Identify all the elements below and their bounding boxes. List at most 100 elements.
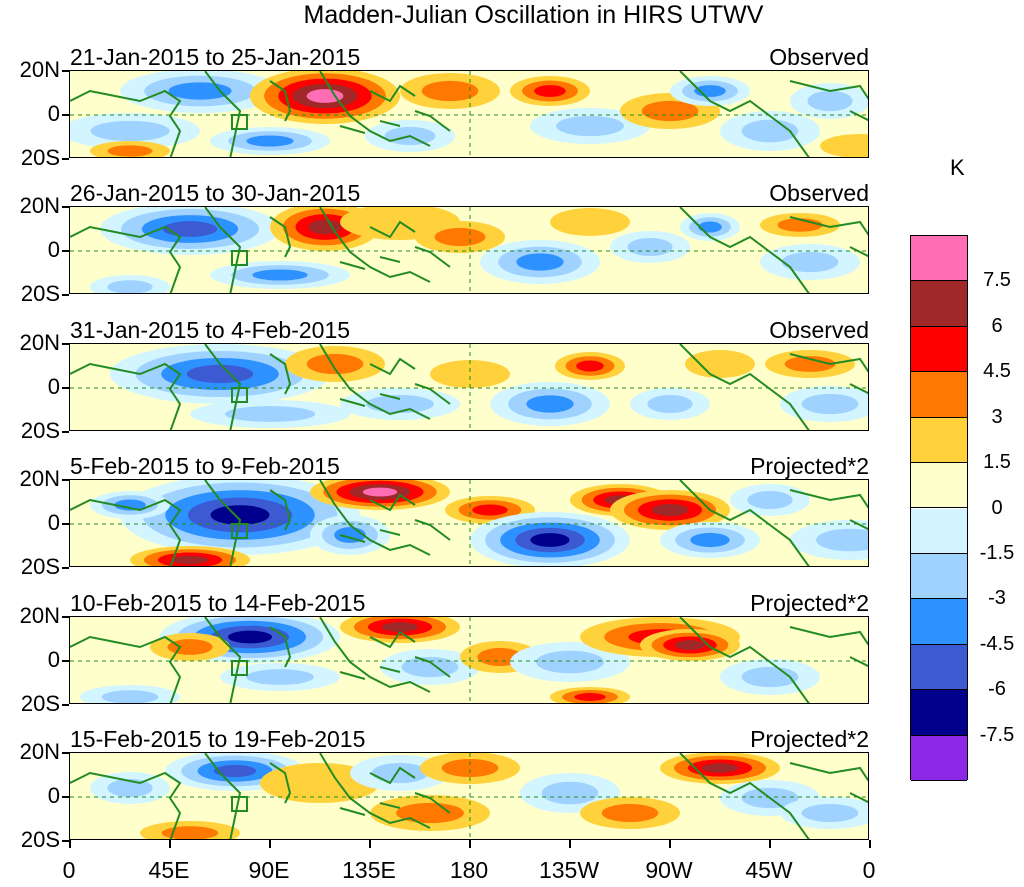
anomaly-contour xyxy=(690,532,730,548)
coastline xyxy=(319,753,431,829)
anomaly-contour xyxy=(210,505,270,525)
latitude-tick xyxy=(62,567,69,569)
anomaly-contour xyxy=(801,393,859,415)
colorbar-tick-label: 4.5 xyxy=(983,360,1011,383)
colorbar-swatch xyxy=(911,236,967,282)
coastline xyxy=(269,762,292,804)
panel-date-range: 21-Jan-2015 to 25-Jan-2015 xyxy=(70,44,361,70)
coastline xyxy=(204,207,242,293)
anomaly-contour xyxy=(162,221,218,237)
anomaly-contour xyxy=(701,763,739,773)
anomaly-contour xyxy=(362,487,398,497)
longitude-label: 135E xyxy=(342,857,396,883)
reference-box xyxy=(231,114,248,130)
coastline xyxy=(849,656,868,668)
panel-kind-label: Observed xyxy=(769,180,869,206)
colorbar-tick-label: 7.5 xyxy=(983,269,1011,292)
anomaly-contour xyxy=(430,360,510,388)
latitude-tick xyxy=(62,704,69,706)
longitude-label: 0 xyxy=(62,857,76,883)
anomaly-contour xyxy=(576,360,604,372)
latitude-tick xyxy=(62,840,69,842)
anomaly-contour xyxy=(401,656,459,678)
anomaly-contour xyxy=(213,764,257,778)
anomaly-contour xyxy=(371,762,429,784)
anomaly-contour xyxy=(747,490,793,510)
longitude-label: 45W xyxy=(745,857,793,883)
latitude-tick xyxy=(62,796,69,798)
reference-box xyxy=(231,523,248,539)
anomaly-contour xyxy=(820,134,868,157)
longitude-label: 90W xyxy=(645,857,693,883)
anomaly-contour xyxy=(647,394,693,414)
main-title: Madden-Julian Oscillation in HIRS UTWV xyxy=(303,1,764,29)
longitude-tick xyxy=(769,840,771,848)
latitude-label: 0 xyxy=(47,101,60,126)
anomaly-contour xyxy=(641,100,699,122)
anomaly-contour xyxy=(530,533,570,547)
latitude-tick xyxy=(62,114,69,116)
coastline xyxy=(70,89,182,157)
anomaly-contour xyxy=(698,221,722,233)
longitude-tick xyxy=(369,840,371,848)
latitude-tick xyxy=(62,660,69,662)
latitude-tick xyxy=(62,752,69,754)
latitude-tick xyxy=(62,206,69,208)
coastline xyxy=(204,480,242,566)
latitude-label: 20N xyxy=(19,466,60,491)
anomaly-contour xyxy=(574,693,606,701)
anomaly-contour xyxy=(421,80,479,102)
anomaly-contour xyxy=(306,89,344,103)
anomaly-contour xyxy=(781,251,839,273)
map-panel xyxy=(69,479,869,567)
panel-kind-label: Observed xyxy=(769,317,869,343)
latitude-label: 0 xyxy=(47,783,60,808)
anomaly-contour xyxy=(246,669,314,685)
anomaly-contour xyxy=(90,120,170,142)
coastline xyxy=(269,626,292,668)
coastline xyxy=(369,766,416,785)
anomaly-contour xyxy=(784,356,836,372)
anomaly-contour xyxy=(306,353,364,375)
anomaly-contour xyxy=(396,802,464,824)
latitude-label: 20S xyxy=(20,554,60,579)
coastline xyxy=(339,110,451,134)
map-panel xyxy=(69,70,869,158)
coastline xyxy=(789,489,868,509)
anomaly-contour xyxy=(534,85,566,97)
anomaly-contour xyxy=(186,364,254,384)
map-panel xyxy=(69,343,869,431)
coastline xyxy=(70,771,182,839)
longitude-tick xyxy=(469,840,471,848)
coastline xyxy=(849,246,868,258)
colorbar-tick-label: -7.5 xyxy=(979,723,1015,746)
coastline xyxy=(319,207,431,283)
anomaly-contour xyxy=(674,640,706,650)
coastline xyxy=(369,220,416,239)
coastline xyxy=(679,344,810,430)
latitude-label: 20S xyxy=(20,691,60,716)
coastline xyxy=(789,216,868,236)
coastline xyxy=(849,110,868,122)
coastline xyxy=(70,635,182,703)
panel-kind-label: Projected*2 xyxy=(750,726,869,752)
coastline xyxy=(70,225,182,293)
coastline xyxy=(369,493,416,512)
longitude-tick xyxy=(269,840,271,848)
anomaly-contour xyxy=(627,237,673,257)
anomaly-contour xyxy=(224,406,316,422)
coastline xyxy=(339,656,451,680)
anomaly-contour xyxy=(107,280,153,293)
coastline xyxy=(269,353,292,395)
longitude-label: 90E xyxy=(248,857,290,883)
coastline xyxy=(789,353,868,373)
coastline xyxy=(339,519,451,543)
coastline xyxy=(789,626,868,646)
coastline xyxy=(319,71,431,147)
panel-kind-label: Projected*2 xyxy=(750,590,869,616)
coastline xyxy=(70,498,182,566)
coastline xyxy=(269,216,292,258)
colorbar-swatch xyxy=(911,553,967,600)
coastline xyxy=(70,362,182,430)
latitude-label: 20S xyxy=(20,145,60,170)
